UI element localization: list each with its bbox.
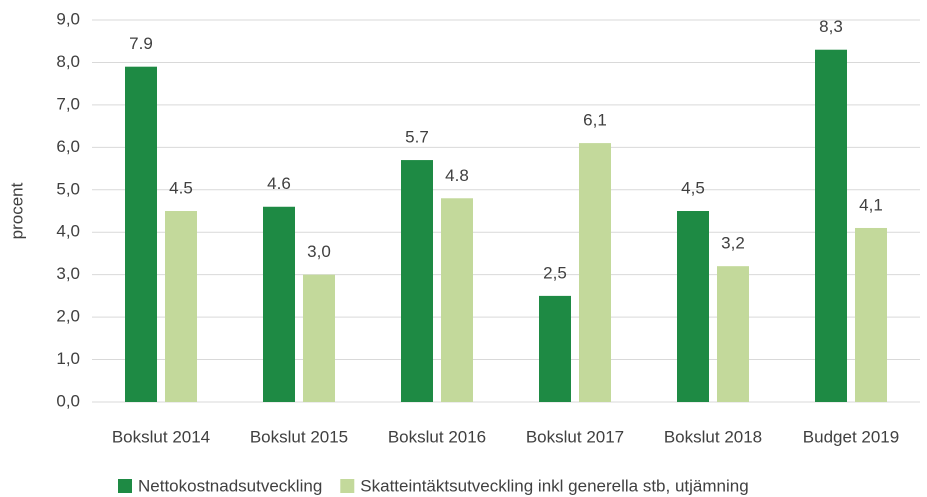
data-label: 7.9 — [129, 34, 153, 53]
bar — [441, 198, 473, 402]
data-label: 4.5 — [169, 178, 193, 197]
x-tick-label: Bokslut 2015 — [250, 427, 348, 446]
bar — [677, 211, 709, 402]
y-tick-label: 2,0 — [56, 307, 80, 326]
data-label: 4.6 — [267, 174, 291, 193]
bar — [815, 49, 847, 402]
y-tick-label: 8,0 — [56, 52, 80, 71]
y-axis-label: procent — [7, 182, 26, 239]
y-tick-label: 0,0 — [56, 391, 80, 410]
x-tick-label: Bokslut 2017 — [526, 427, 624, 446]
y-tick-label: 6,0 — [56, 137, 80, 156]
bar — [539, 295, 571, 402]
data-label: 3,0 — [307, 242, 331, 261]
x-tick-label: Bokslut 2016 — [388, 427, 486, 446]
data-label: 6,1 — [583, 111, 607, 130]
bar — [401, 160, 433, 402]
data-label: 4.8 — [445, 166, 469, 185]
y-tick-label: 4,0 — [56, 222, 80, 241]
y-tick-label: 3,0 — [56, 264, 80, 283]
legend-label: Skatteintäktsutveckling inkl generella s… — [360, 476, 748, 495]
data-label: 4,1 — [859, 195, 883, 214]
y-tick-label: 9,0 — [56, 9, 80, 28]
data-label: 2,5 — [543, 263, 567, 282]
legend-swatch — [340, 479, 355, 493]
data-label: 3,2 — [721, 234, 745, 253]
y-tick-label: 7,0 — [56, 94, 80, 113]
legend-swatch — [118, 479, 132, 493]
y-tick-label: 5,0 — [56, 179, 80, 198]
x-tick-label: Bokslut 2014 — [112, 427, 210, 446]
x-tick-label: Bokslut 2018 — [664, 427, 762, 446]
bar — [717, 266, 749, 402]
bar — [165, 211, 197, 402]
legend-label: Nettokostnadsutveckling — [138, 476, 322, 495]
data-label: 8,3 — [819, 17, 843, 36]
y-tick-label: 1,0 — [56, 349, 80, 368]
bar — [263, 206, 295, 402]
x-tick-label: Budget 2019 — [803, 427, 899, 446]
bar — [579, 143, 611, 403]
bar — [855, 227, 887, 402]
bar — [303, 274, 335, 402]
bar — [125, 66, 157, 402]
data-label: 5.7 — [405, 128, 429, 147]
data-label: 4,5 — [681, 178, 705, 197]
